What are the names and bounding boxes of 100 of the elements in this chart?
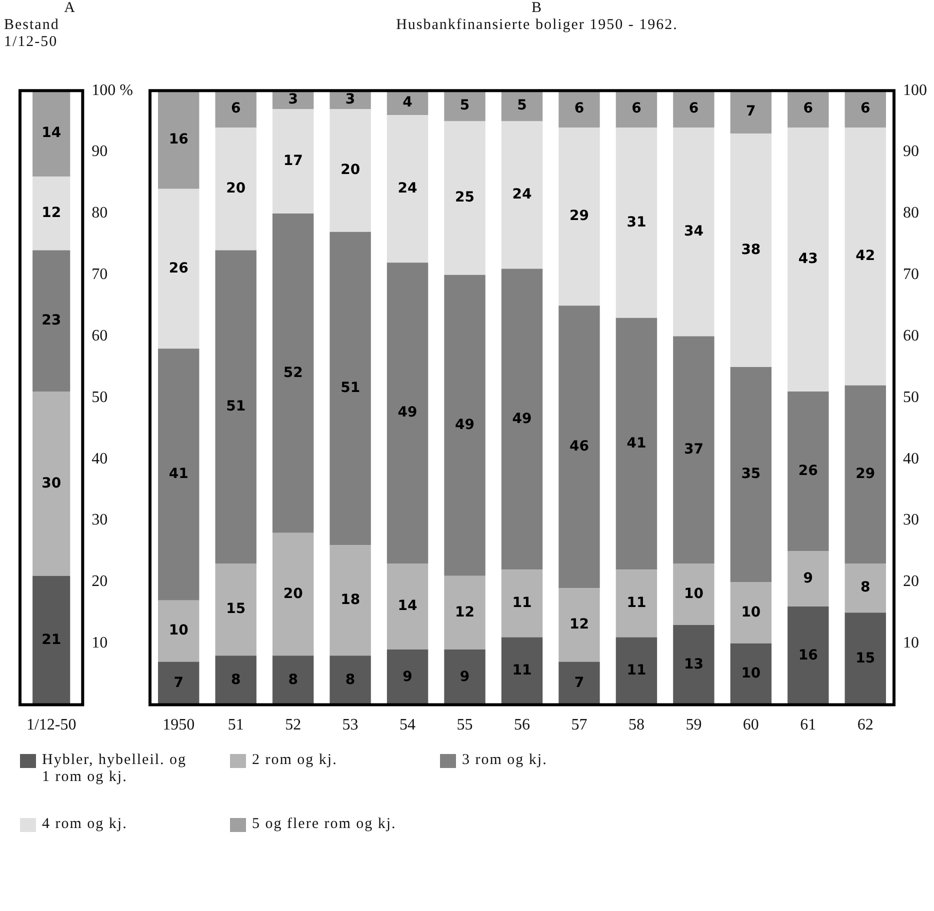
bar: [32, 576, 70, 705]
data-label: 37: [684, 442, 704, 458]
bar: [844, 564, 886, 613]
bar: [32, 90, 70, 177]
data-label: 52: [283, 364, 303, 381]
bar: [386, 262, 428, 564]
data-label: 11: [626, 662, 646, 679]
x-tick-label: 1950: [162, 716, 195, 734]
data-label: 18: [340, 592, 360, 608]
data-label: 11: [512, 662, 532, 679]
chart-subtitle: Husbankfinansierte boliger 1950 - 1962.: [395, 17, 679, 34]
y-tick-label: 50: [903, 388, 919, 406]
bar: [616, 637, 658, 705]
bar: [501, 121, 543, 269]
data-label: 8: [230, 672, 241, 688]
bar: [272, 656, 314, 705]
x-tick-label: 1/12-50: [26, 716, 76, 734]
bar: [788, 392, 829, 552]
bar: [844, 127, 886, 386]
bar: [730, 643, 772, 705]
data-label: 8: [860, 580, 870, 596]
data-label: 20: [340, 162, 360, 178]
bar: [844, 90, 886, 128]
data-label: 25: [455, 190, 475, 206]
bar: [673, 336, 714, 564]
bar: [32, 392, 70, 576]
data-label: 9: [803, 570, 814, 587]
data-label: 3: [345, 91, 356, 108]
bar: [788, 551, 829, 607]
bar: [730, 582, 772, 644]
y-tick-label: 30: [92, 512, 108, 529]
bar: [386, 115, 428, 263]
data-label: 24: [398, 180, 418, 197]
data-label: 16: [798, 647, 818, 664]
chart-subtitle: Bestand 1/12-50: [3, 17, 60, 51]
data-label: 14: [398, 598, 418, 614]
bar: [616, 127, 658, 318]
data-label: 8: [345, 672, 356, 688]
data-label: 10: [684, 586, 704, 602]
legend-label: 2 rom og kj.: [252, 752, 338, 769]
data-label: 6: [688, 100, 699, 117]
bar: [330, 109, 371, 232]
y-tick-label: 40: [92, 450, 108, 468]
bar: [558, 662, 600, 705]
bar: [558, 127, 600, 306]
data-label: 51: [340, 380, 360, 396]
x-tick-label: 60: [742, 716, 759, 734]
bar: [558, 588, 600, 662]
bar: [444, 121, 486, 275]
data-label: 21: [42, 632, 62, 648]
data-label: 31: [626, 214, 646, 230]
y-tick-label: 80: [903, 204, 919, 222]
bar: [32, 250, 70, 392]
x-tick-label: 54: [400, 716, 416, 734]
bar: [444, 650, 486, 705]
x-tick-label: 52: [285, 716, 302, 734]
bar: [215, 90, 256, 128]
data-label: 29: [856, 466, 876, 482]
chart-title: B: [530, 0, 544, 17]
data-label: 6: [632, 100, 642, 117]
bar: [501, 637, 543, 705]
data-label: 10: [168, 622, 189, 639]
data-label: 9: [460, 668, 470, 685]
bar: [158, 662, 200, 705]
bar: [444, 90, 486, 122]
bar: [330, 545, 371, 656]
bar: [215, 250, 256, 564]
data-label: 14: [42, 125, 62, 142]
y-tick-label: 80: [92, 204, 108, 222]
data-label: 35: [741, 466, 761, 482]
bar: [501, 90, 543, 122]
data-label: 6: [860, 100, 870, 117]
legend-label: 4 rom og kj.: [42, 816, 128, 833]
bar: [386, 564, 428, 650]
x-tick-label: 51: [228, 716, 244, 734]
chart-title: A: [63, 0, 77, 17]
bar: [386, 650, 428, 705]
data-label: 29: [569, 208, 589, 224]
data-label: 5: [517, 98, 527, 114]
legend-label: 5 og flere rom og kj.: [252, 816, 396, 833]
bar: [844, 612, 886, 705]
y-tick-label: 100 %: [92, 82, 133, 99]
bar: [215, 564, 256, 656]
data-label: 42: [856, 248, 876, 264]
x-tick-label: 53: [342, 716, 358, 734]
data-label: 49: [512, 410, 532, 427]
bar: [32, 176, 70, 250]
bar: [158, 600, 200, 662]
data-label: 8: [288, 672, 298, 688]
x-tick-label: 56: [514, 716, 530, 734]
bar: [788, 606, 829, 705]
data-label: 41: [168, 466, 188, 482]
bar: [673, 564, 714, 625]
data-label: 38: [741, 242, 761, 258]
bar: [616, 570, 658, 638]
y-tick-label: 20: [903, 573, 919, 590]
bar: [844, 385, 886, 564]
y-tick-label: 30: [903, 512, 919, 529]
data-label: 49: [455, 416, 475, 433]
y-tick-label: 90: [903, 143, 919, 160]
